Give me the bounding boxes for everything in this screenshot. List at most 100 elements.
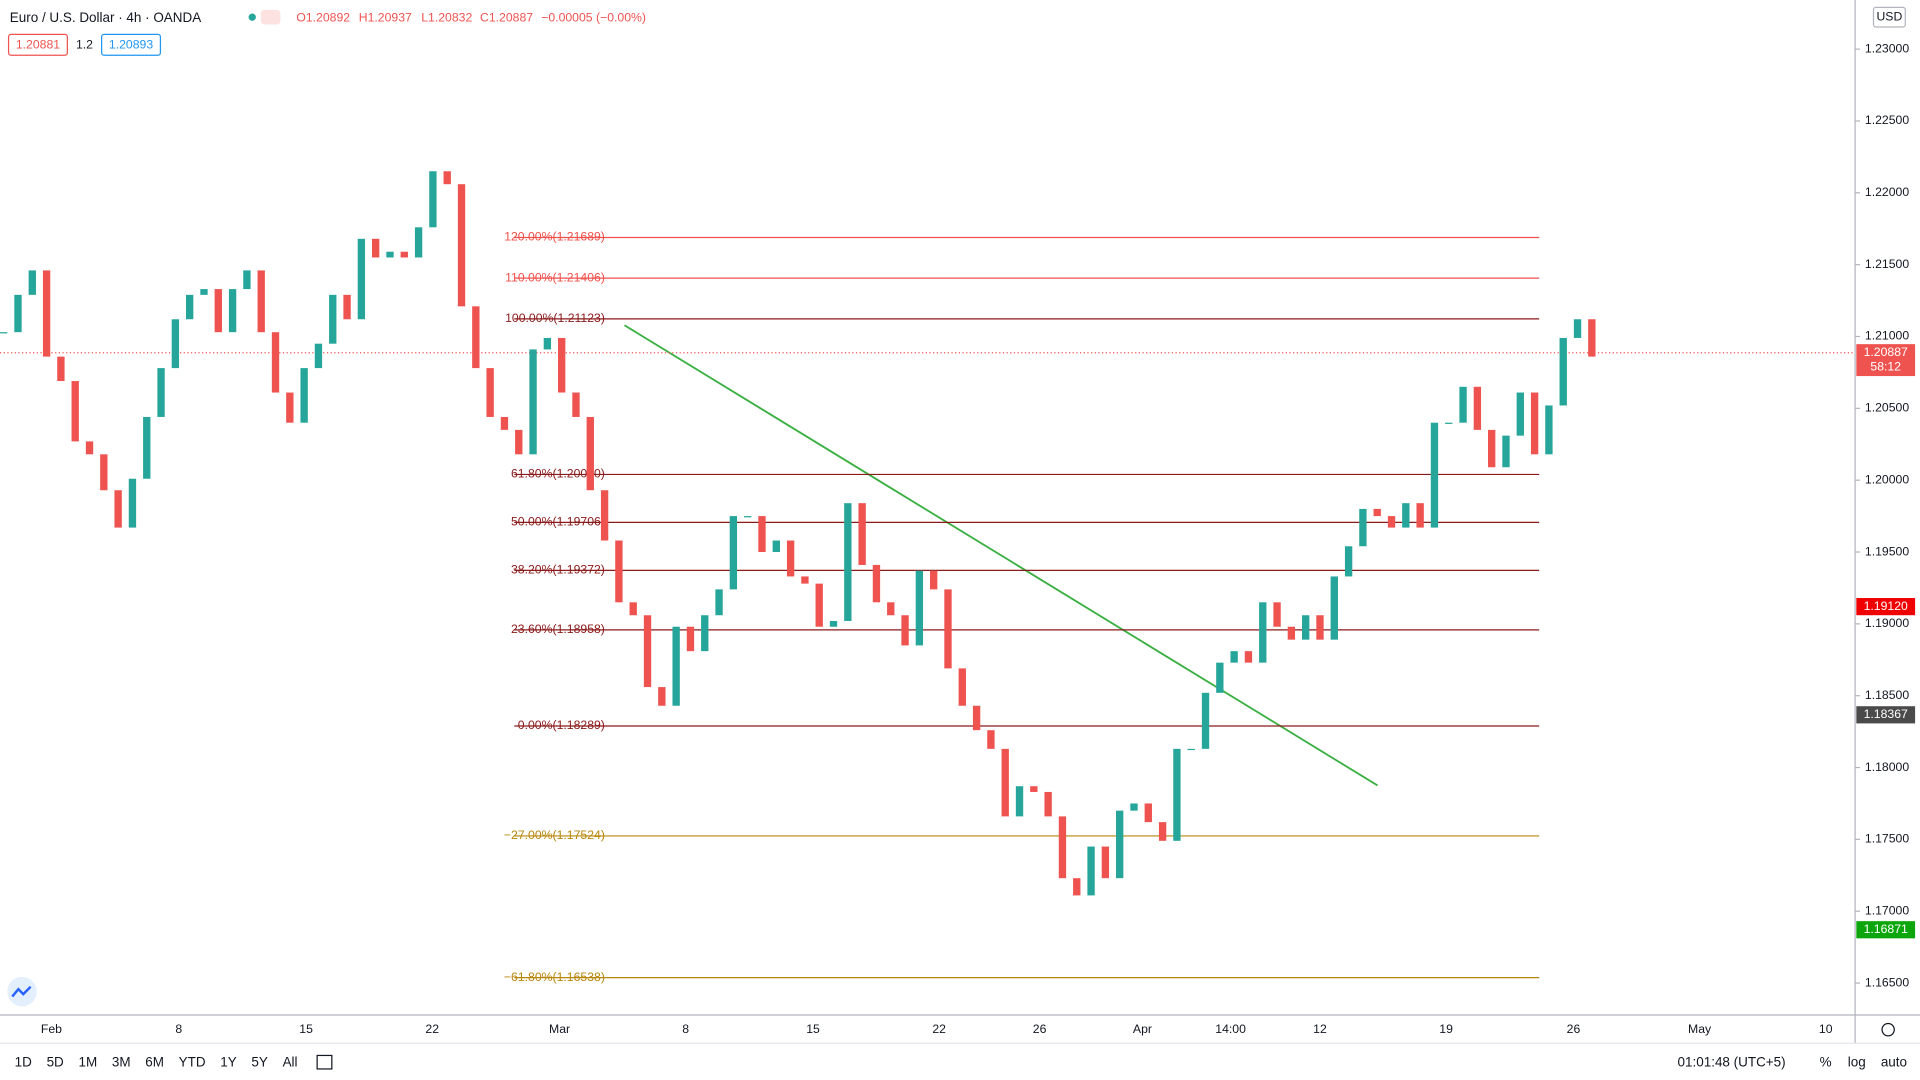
candle — [772, 540, 780, 553]
y-tick-label: 1.16500 — [1865, 975, 1909, 989]
candle — [958, 668, 966, 706]
range-button[interactable]: 5Y — [251, 1054, 267, 1069]
candle — [729, 516, 738, 590]
candle — [1273, 602, 1281, 627]
y-tick-label: 1.19500 — [1865, 544, 1909, 558]
x-tick-label: 14:00 — [1215, 1022, 1246, 1036]
candle — [686, 626, 695, 652]
candle — [586, 416, 594, 491]
ohlc-high: H1.20937 — [359, 11, 412, 25]
x-tick-label: May — [1688, 1022, 1712, 1036]
status-dot — [248, 13, 256, 21]
bid[interactable]: 1.20881 — [16, 38, 60, 52]
candle — [1359, 508, 1367, 547]
fib-label: 110.00%(1.21406) — [505, 270, 605, 284]
candle — [1244, 651, 1253, 663]
candle — [786, 540, 795, 577]
ohlc-close: C1.20887 — [480, 11, 533, 25]
candle — [1373, 508, 1381, 517]
candle — [329, 294, 337, 344]
y-tick-label: 1.22000 — [1865, 185, 1909, 199]
candle — [300, 368, 308, 423]
candle — [100, 454, 108, 491]
range-button[interactable]: All — [283, 1054, 298, 1069]
candle — [1044, 791, 1052, 817]
candle — [171, 319, 180, 369]
candle — [1087, 846, 1095, 896]
candle — [643, 615, 652, 688]
currency[interactable]: USD — [1876, 9, 1902, 23]
candle — [1459, 386, 1467, 423]
candle — [701, 615, 709, 652]
candle — [844, 503, 852, 621]
y-tick-label: 1.22500 — [1865, 113, 1909, 127]
candle — [314, 343, 323, 369]
candle — [472, 306, 480, 369]
candle — [1559, 337, 1567, 406]
price-tag — [1856, 921, 1916, 939]
x-tick-label: 19 — [1439, 1022, 1453, 1036]
price-tag-label: 1.19120 — [1864, 599, 1908, 613]
candle — [987, 730, 995, 749]
log-toggle[interactable]: log — [1848, 1054, 1866, 1069]
y-tick-label: 1.18000 — [1865, 760, 1909, 774]
candle — [71, 381, 79, 442]
candle — [901, 615, 909, 646]
candle — [872, 564, 881, 603]
range-button[interactable]: 1Y — [220, 1054, 236, 1069]
candle — [214, 289, 222, 333]
auto-toggle[interactable]: auto — [1881, 1054, 1907, 1069]
candle — [42, 270, 51, 357]
candle — [629, 602, 637, 616]
candle — [744, 516, 752, 518]
x-tick-label: 10 — [1819, 1022, 1833, 1036]
ask[interactable]: 1.20893 — [109, 38, 153, 52]
candle — [600, 490, 609, 541]
candle — [1502, 435, 1510, 468]
candle — [1058, 816, 1067, 879]
candle — [157, 368, 165, 417]
percent-toggle[interactable]: % — [1820, 1054, 1832, 1069]
x-tick-label: 26 — [1033, 1022, 1047, 1036]
range-button[interactable]: 1D — [15, 1054, 32, 1069]
fib-label: 61.80%(1.20040) — [511, 467, 605, 481]
candle — [357, 238, 366, 320]
range-button[interactable]: 6M — [145, 1054, 164, 1069]
ask-box[interactable] — [101, 33, 162, 56]
settings-icon[interactable] — [1881, 1022, 1895, 1037]
candle — [1144, 803, 1152, 823]
candle — [286, 392, 294, 423]
price-tag — [1856, 344, 1916, 377]
candle — [1130, 803, 1138, 811]
candle — [1473, 386, 1482, 430]
candle — [1073, 878, 1081, 896]
candle — [1416, 503, 1424, 528]
candle — [1230, 651, 1238, 663]
candle — [1158, 822, 1167, 841]
y-tick-label: 1.17500 — [1865, 832, 1909, 846]
bid-box[interactable] — [7, 33, 68, 56]
x-tick-label: 15 — [806, 1022, 820, 1036]
candle — [915, 570, 924, 646]
price-tag — [1856, 706, 1916, 724]
range-button[interactable]: 5D — [47, 1054, 64, 1069]
range-button[interactable]: 3M — [112, 1054, 131, 1069]
candle — [243, 270, 251, 290]
fib-label: −61.80%(1.16538) — [504, 970, 605, 984]
price-tag-label: 1.16871 — [1864, 922, 1908, 936]
candle — [658, 687, 666, 706]
x-tick-label: 22 — [932, 1022, 946, 1036]
currency-box[interactable] — [1872, 6, 1906, 28]
candle — [1201, 692, 1210, 749]
candle — [715, 589, 723, 616]
candle — [515, 429, 523, 455]
fib-label: 0.00%(1.18289) — [518, 718, 605, 732]
range-button[interactable]: YTD — [179, 1054, 206, 1069]
price-tag-label: 1.20887 — [1864, 345, 1908, 359]
candle — [1573, 319, 1582, 338]
candle — [228, 289, 237, 333]
candle — [672, 626, 680, 706]
date-range-icon[interactable] — [316, 1054, 333, 1070]
range-button[interactable]: 1M — [78, 1054, 97, 1069]
